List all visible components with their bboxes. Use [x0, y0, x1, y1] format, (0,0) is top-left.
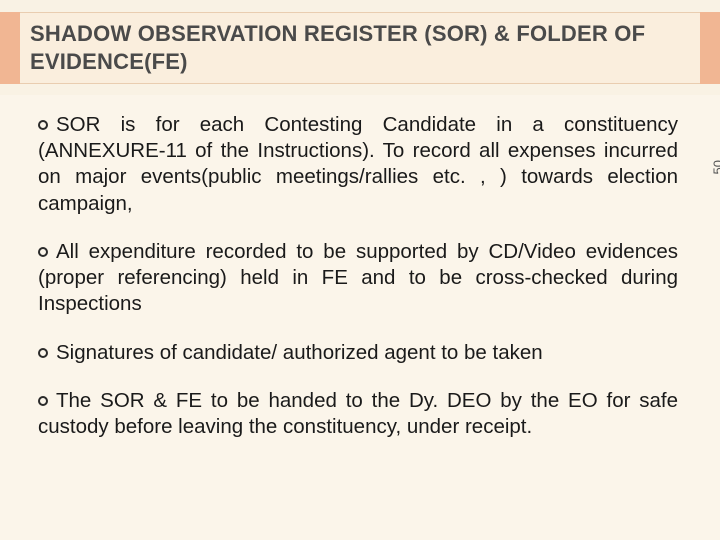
bullet-item: Signatures of candidate/ authorized agen… — [38, 340, 678, 366]
bullet-ring-icon — [38, 396, 48, 406]
bullet-ring-icon — [38, 348, 48, 358]
bullet-text: SOR is for each Contesting Candidate in … — [38, 113, 678, 215]
bullet-text: All expenditure recorded to be supported… — [38, 240, 678, 315]
slide-title: SHADOW OBSERVATION REGISTER (SOR) & FOLD… — [30, 20, 690, 75]
bullet-item: The SOR & FE to be handed to the Dy. DEO… — [38, 388, 678, 440]
bullet-ring-icon — [38, 120, 48, 130]
page-number: 50 — [710, 160, 720, 174]
bullet-ring-icon — [38, 247, 48, 257]
bullet-item: SOR is for each Contesting Candidate in … — [38, 112, 678, 217]
bullet-item: All expenditure recorded to be supported… — [38, 239, 678, 318]
title-band-left-accent — [0, 12, 20, 84]
slide: SHADOW OBSERVATION REGISTER (SOR) & FOLD… — [0, 0, 720, 540]
bullet-text: Signatures of candidate/ authorized agen… — [56, 341, 543, 364]
title-band-right-accent — [700, 12, 720, 84]
slide-body: SOR is for each Contesting Candidate in … — [38, 112, 678, 462]
bullet-text: The SOR & FE to be handed to the Dy. DEO… — [38, 389, 678, 438]
